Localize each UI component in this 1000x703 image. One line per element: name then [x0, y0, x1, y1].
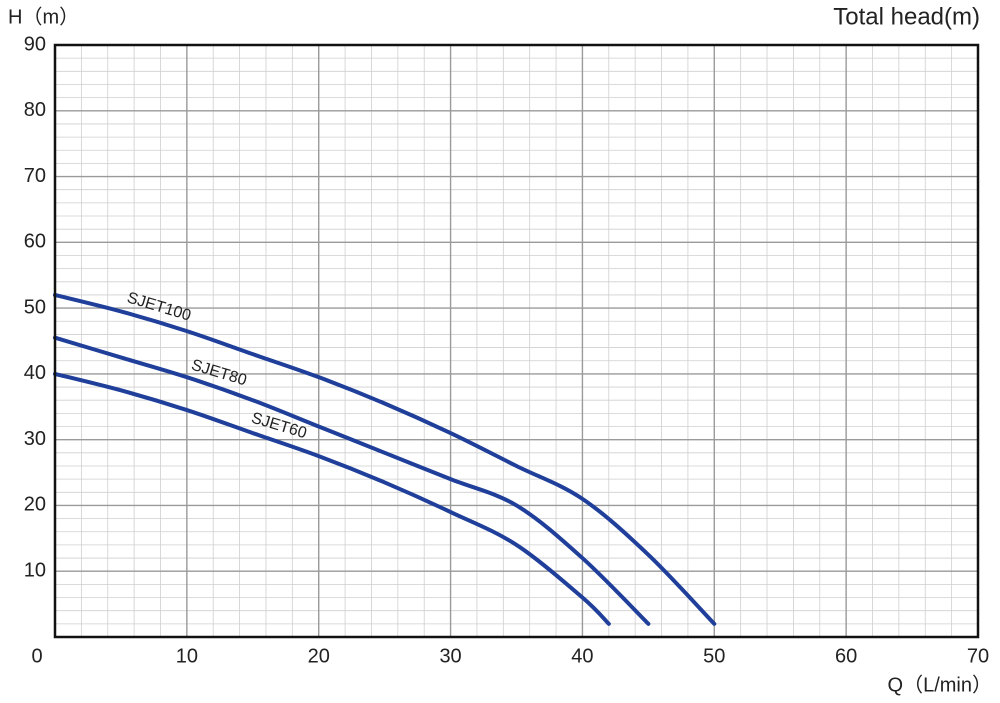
y-tick-label: 40 — [24, 362, 46, 384]
y-tick-label: 30 — [24, 428, 46, 450]
series-label: SJET60 — [249, 410, 309, 443]
x-axis-label: Q（L/min） — [888, 673, 992, 696]
x-tick-label: 0 — [31, 645, 42, 667]
x-tick-label: 10 — [176, 645, 198, 667]
y-tick-label: 70 — [24, 165, 46, 187]
y-tick-label: 50 — [24, 296, 46, 318]
y-tick-label: 80 — [24, 99, 46, 121]
y-axis-label: H（m） — [8, 5, 79, 28]
x-tick-label: 40 — [571, 645, 593, 667]
grid — [54, 44, 979, 638]
x-tick-label: 50 — [703, 645, 725, 667]
x-tick-label: 70 — [967, 645, 989, 667]
chart-title: Total head(m) — [833, 3, 980, 30]
x-tick-label: 20 — [308, 645, 330, 667]
y-tick-label: 60 — [24, 231, 46, 253]
curve — [53, 335, 651, 626]
x-tick-label: 30 — [439, 645, 461, 667]
y-tick-label: 90 — [24, 33, 46, 55]
x-tick-label: 60 — [835, 645, 857, 667]
plot-frame — [53, 43, 980, 639]
y-tick-label: 20 — [24, 494, 46, 516]
curve — [53, 292, 717, 626]
y-tick-label: 10 — [24, 560, 46, 582]
curve — [53, 371, 611, 626]
